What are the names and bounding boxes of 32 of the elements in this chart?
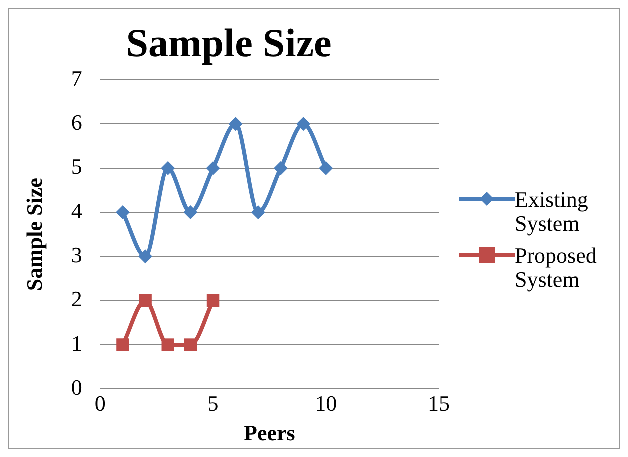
point (184, 338, 198, 352)
point (139, 294, 152, 308)
y-tick-label: 6 (71, 110, 82, 135)
y-tick-label: 5 (71, 154, 82, 180)
y-tick-label: 1 (71, 330, 82, 356)
point (251, 206, 266, 220)
point (296, 117, 311, 132)
y-tick-label: 2 (71, 286, 82, 312)
chart-title: Sample Size (126, 20, 332, 66)
y-axis-title: Sample Size (22, 178, 47, 292)
point (116, 338, 130, 352)
y-tick-label: 3 (71, 242, 82, 268)
point (274, 161, 288, 176)
point (206, 294, 220, 308)
x-tick-label: 10 (315, 391, 338, 416)
point (184, 206, 198, 220)
point (228, 117, 243, 132)
legend-label: Existing System (515, 186, 590, 236)
point (319, 161, 334, 176)
y-tick-label: 7 (71, 66, 82, 91)
point (138, 250, 153, 264)
point (116, 206, 130, 220)
point (162, 338, 174, 352)
x-tick-label: 0 (94, 391, 106, 416)
x-axis-title: Peers (244, 420, 296, 446)
y-tick-label: 0 (71, 374, 82, 400)
legend-label: Proposed System (515, 242, 598, 292)
y-tick-label: 4 (71, 198, 82, 224)
point (161, 161, 176, 176)
x-tick-label: 15 (428, 391, 450, 416)
x-tick-label: 5 (208, 391, 219, 416)
point (206, 161, 220, 176)
